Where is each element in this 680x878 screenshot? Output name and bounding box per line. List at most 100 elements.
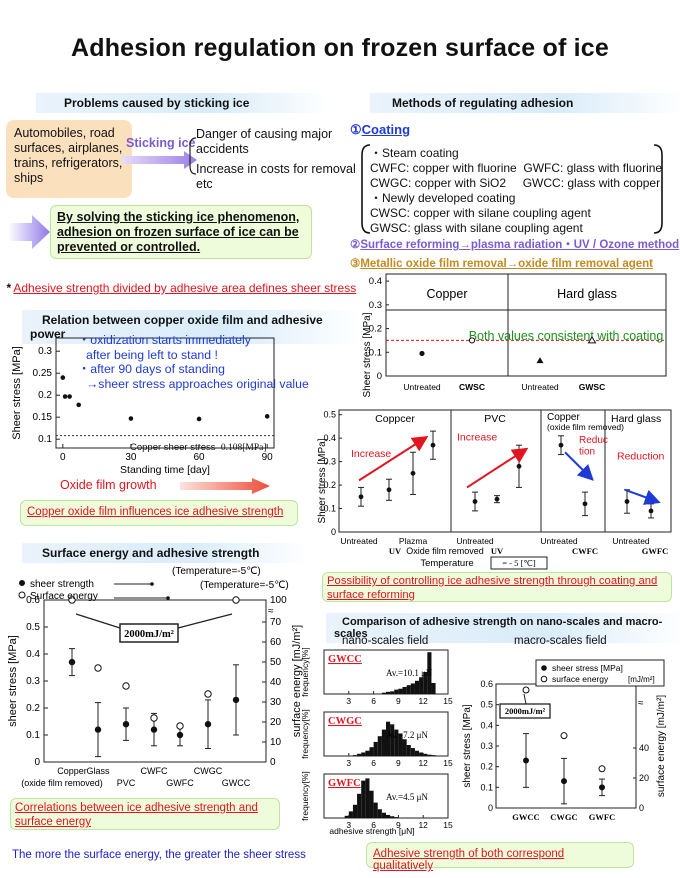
reform-reduction-arrow: [624, 488, 661, 505]
surface-xcat-bottom: GWFC: [166, 778, 194, 788]
hist-bar: [386, 691, 391, 694]
reform-chart: 0 0.1 0.2 0.3 0.4 0.5 Coppcer PVC Copper(oxide f…: [317, 409, 672, 570]
oxide-xtick-label: 30: [125, 452, 137, 463]
hist-xtick-label: 12: [418, 696, 428, 706]
reform-ytick-label: 0.2: [323, 480, 336, 490]
oxide-baseline-label: Copper sheer stress 0.108[MPa]: [130, 442, 267, 453]
surface-y2tick-label: 20: [270, 717, 282, 728]
surface-y2tick-label: 100: [270, 595, 287, 606]
oxide-ytick-label: 0.2: [38, 390, 52, 401]
surface-energy-point: [122, 682, 130, 690]
reform-reduction-label: Reduction: [617, 450, 664, 462]
reform-panel-copper: Coppcer: [375, 413, 415, 425]
hist-bar: [381, 729, 386, 756]
coat-plot-frame: [385, 273, 667, 377]
hist-bar: [414, 680, 420, 694]
hist-bar: [427, 754, 432, 756]
macro-sheer-point: [599, 784, 605, 791]
surface-y2tick-label: 60: [270, 637, 282, 648]
hist-bar: [365, 778, 370, 818]
surface-energy-point: [204, 690, 212, 698]
surface-sheer-point: [232, 696, 240, 704]
surface-xcat-bottom: PVC: [117, 778, 136, 788]
hist-bar: [373, 741, 378, 756]
reform-ytick-label: 0: [331, 527, 336, 537]
nano-macro-heading: Comparison of adhesive strength on nano-…: [326, 613, 680, 643]
reform-plot-frame: [338, 409, 672, 533]
hist-bar: [419, 752, 424, 756]
hist-xtick-label: 3: [346, 820, 351, 830]
coating-chart: Copper Hard glass 0 0.1 0.2 0.3 0.4 Both values…: [362, 273, 667, 398]
surface-legend-energy: Surface energy: [30, 591, 98, 602]
macro-ytick-label: 0.1: [480, 782, 493, 792]
coat-point-glass-untreated: [536, 357, 544, 364]
reform-copper-point: [430, 442, 436, 448]
reform-xcat: Untreated: [456, 536, 494, 546]
coat-panel-copper: Copper: [427, 287, 468, 301]
hist-bar: [357, 753, 362, 756]
sticking-ice-label: Sticking ice: [126, 136, 196, 150]
surface-ytick-label: 0.2: [26, 703, 40, 714]
reform-conclusion-box: Possibility of controlling ice adhesive …: [322, 572, 672, 602]
coating-number: ①: [350, 122, 362, 137]
macro-callout-box: [499, 703, 551, 719]
reform-pvc-point: [494, 496, 500, 502]
reform-increase-label: Increase: [351, 448, 391, 460]
surface-y2tick-label: 50: [270, 657, 282, 668]
hist-bar: [431, 755, 436, 756]
oxide-growth-label: Oxide film growth: [60, 478, 157, 492]
macro-chart: 0 0.1 0.2 0.3 0.4 0.5 0.6 0 20 40 ≈ GWCC CWGC GWFC 200…: [462, 659, 667, 822]
surface-ytick-label: 0.5: [26, 622, 40, 633]
surface-ytick-label: 0.3: [26, 676, 40, 687]
reform-copper-point: [410, 470, 416, 476]
hist-average: Av.=7.2 μN: [386, 730, 428, 740]
nano-title: nano-scales field: [342, 635, 429, 647]
hist-bar: [390, 724, 395, 756]
footer-statement: The more the surface energy, the greater…: [12, 849, 306, 861]
hist-bar: [419, 677, 424, 694]
cwgc-item: CWGC: copper with SiO2: [370, 176, 507, 190]
surface-heading: Surface energy and adhesive strength: [22, 543, 308, 563]
surface-temp-1: (Temperature=-5℃): [172, 566, 261, 577]
hist-ylabel: frequency[%]: [300, 771, 310, 821]
hist-bar: [427, 652, 432, 694]
reform-glass-point: [648, 508, 654, 514]
macro-axis-break: ≈: [638, 698, 644, 709]
hist-bar: [390, 816, 395, 818]
surface-ytick-label: 0.1: [26, 730, 40, 741]
hist-bar: [406, 685, 411, 694]
oxide-ytick-label: 0.25: [33, 368, 53, 379]
reform-increase-arrow: [358, 435, 429, 482]
surface-xcat-top: CWFC: [141, 766, 168, 776]
oxide-xtick-label: 0: [60, 452, 66, 463]
hist-xtick-label: 12: [418, 820, 428, 830]
reform-xcat: UV: [491, 546, 504, 556]
macro-ytick-label: 0.6: [480, 679, 493, 689]
macro-energy-point: [522, 686, 530, 694]
surface-energy-point: [68, 596, 76, 604]
macro-energy-point: [598, 765, 606, 773]
macro-callout-arrow: [523, 693, 527, 705]
hist-bar: [390, 691, 395, 694]
coat-xcat: CWSC: [459, 382, 485, 392]
hist-xtick-label: 15: [443, 758, 453, 768]
reform-panel-copper-removed: Copper: [547, 412, 580, 423]
hist-bar: [423, 672, 428, 694]
reform-xcat: Untreated: [340, 536, 378, 546]
hist-ylabel: frequency[%]: [300, 648, 310, 697]
macro-ytick-label: 0.3: [480, 741, 493, 751]
surface-y2tick-label: 70: [270, 617, 282, 628]
hist-bar: [369, 790, 374, 818]
surface-axis-break: ≈: [268, 606, 274, 617]
macro-sheer-point: [561, 778, 567, 785]
coat-ytick-label: 0.4: [369, 276, 382, 287]
surface-legend-sheer: sheer strength: [30, 579, 94, 590]
hist-average: Av.=4.5 μN: [386, 792, 428, 802]
cwsc-item: CWSC: copper with silane coupling agent: [370, 206, 591, 220]
oxide-data-point: [67, 394, 72, 399]
coat-point-cwsc: [468, 337, 476, 344]
oxide-data-point: [128, 416, 134, 421]
hist-xtick-label: 6: [371, 758, 376, 768]
surface-sheer-point: [94, 726, 102, 733]
coat-point-gwsc: [587, 335, 597, 344]
